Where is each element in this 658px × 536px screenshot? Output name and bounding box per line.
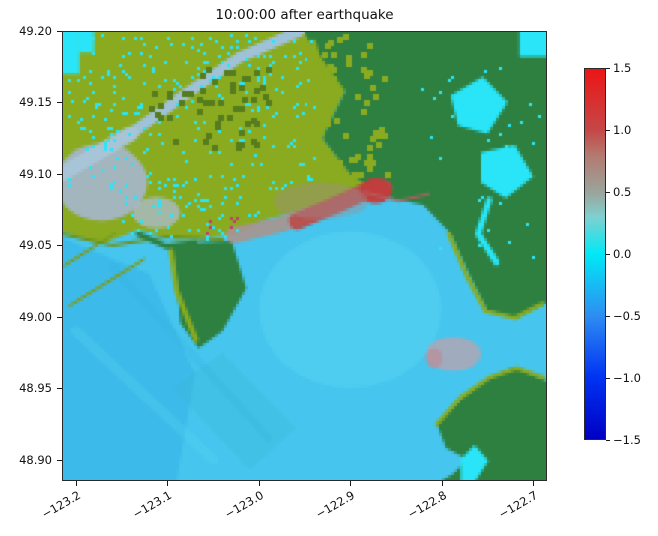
y-tick-label: 49.15	[19, 95, 52, 110]
colorbar-tick-label: 1.0	[613, 123, 632, 137]
colorbar-tick	[606, 68, 610, 69]
x-tick-label: −123.1	[130, 488, 175, 522]
x-tick	[350, 481, 352, 486]
y-tick-label: 48.90	[19, 452, 52, 467]
x-tick	[167, 481, 169, 486]
x-tick	[258, 481, 260, 486]
y-tick	[57, 31, 62, 32]
x-tick	[441, 481, 443, 486]
y-tick-label: 49.20	[19, 24, 52, 38]
y-tick	[57, 459, 62, 461]
x-tick	[75, 481, 77, 486]
colorbar-tick	[606, 192, 610, 193]
colorbar-tick-label: 0.5	[613, 185, 632, 199]
y-tick-label: 49.10	[19, 166, 52, 181]
colorbar-tick	[606, 440, 610, 441]
map-axes	[62, 31, 547, 481]
colorbar-tick-label: −1.5	[613, 433, 641, 447]
colorbar-tick	[606, 378, 610, 379]
x-tick-label: −123.2	[38, 488, 83, 522]
colorbar-tick-label: 1.5	[613, 61, 632, 75]
x-tick-label: −122.9	[313, 488, 358, 522]
y-tick	[57, 388, 62, 390]
colorbar-tick	[606, 316, 610, 317]
y-tick-label: 49.05	[19, 238, 52, 253]
x-tick	[533, 481, 535, 486]
y-tick-label: 49.00	[19, 309, 52, 324]
colorbar-tick	[606, 130, 610, 131]
x-tick-label: −122.8	[404, 488, 449, 522]
plot-title: 10:00:00 after earthquake	[215, 7, 394, 23]
y-tick-label: 48.95	[19, 381, 52, 396]
map-canvas	[62, 31, 547, 481]
colorbar-tick-label: 0.0	[613, 247, 632, 261]
x-tick-label: −122.7	[496, 488, 541, 522]
colorbar-tick-label: −1.0	[613, 371, 641, 385]
y-tick	[57, 102, 62, 104]
x-tick-label: −123.0	[221, 488, 266, 522]
y-tick	[57, 173, 62, 175]
colorbar-tick-label: −0.5	[613, 309, 641, 323]
colorbar-tick	[606, 254, 610, 255]
y-tick	[57, 245, 62, 247]
colorbar	[584, 68, 606, 440]
y-tick	[57, 316, 62, 318]
